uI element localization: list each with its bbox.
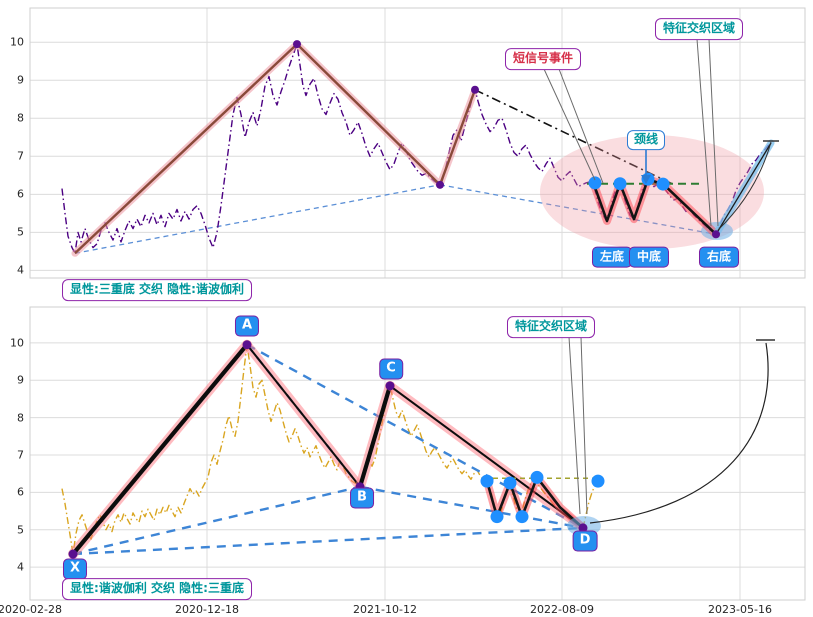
x-tick-label: 2020-12-18 xyxy=(175,603,239,616)
major-zigzag-glow xyxy=(71,40,479,257)
pivot-dot xyxy=(578,523,588,533)
projection-arc xyxy=(589,342,769,524)
pivot-dot xyxy=(293,40,301,49)
label-point-c: C xyxy=(379,358,403,380)
label-point-x: X xyxy=(62,558,88,580)
panel-border xyxy=(29,306,806,601)
neckline-arrow-head xyxy=(641,175,651,184)
y-tick-label: 5 xyxy=(17,523,24,537)
label-feature-zone: 特征交织区域 xyxy=(654,18,744,40)
swing-dot xyxy=(530,470,544,484)
signal-dashdot xyxy=(474,89,673,185)
swing-dot xyxy=(480,474,494,488)
pivot-dot xyxy=(242,340,252,350)
label-left-bottom: 左底 xyxy=(591,246,633,268)
short-signal-leader xyxy=(558,68,604,184)
y-tick-label: 8 xyxy=(17,111,24,125)
leg-CD xyxy=(389,385,584,529)
label-feature-zone: 特征交织区域 xyxy=(506,316,596,338)
major-zigzag xyxy=(74,42,477,255)
harmonic-dashed-line xyxy=(72,485,361,556)
feature-zone-leader xyxy=(708,38,719,227)
y-tick-label: 5 xyxy=(17,225,24,239)
y-tick-label: 6 xyxy=(17,187,24,201)
label-neckline: 颈线 xyxy=(626,130,666,150)
x-tick-label: 2020-02-28 xyxy=(0,603,62,616)
trend-dashed-right xyxy=(439,184,717,235)
short-signal-leader xyxy=(543,68,596,181)
pivot-dot xyxy=(436,180,444,189)
pivot-dot xyxy=(385,381,395,391)
x-tick-label: 2023-05-16 xyxy=(708,603,772,616)
label-point-a: A xyxy=(234,315,260,337)
swing-dot xyxy=(591,474,605,488)
swing-high-dot xyxy=(613,177,627,191)
y-tick-label: 9 xyxy=(17,73,24,87)
y-tick-label: 4 xyxy=(17,560,24,574)
pivot-dot xyxy=(68,549,78,559)
x-tick-label: 2022-08-09 xyxy=(530,603,594,616)
x-tick-label: 2021-10-12 xyxy=(353,603,417,616)
y-tick-label: 7 xyxy=(17,448,24,462)
harmonic-dashed-line xyxy=(359,485,584,530)
swing-high-dot xyxy=(588,176,602,190)
breakout-rise xyxy=(715,142,772,235)
label-right-bottom: 右底 xyxy=(698,246,740,268)
swing-dot xyxy=(490,510,504,524)
y-tick-label: 10 xyxy=(10,336,24,350)
feature-zone-leader xyxy=(568,336,581,515)
label-panel-caption: 显性:三重底 交织 隐性:谐波伽利 xyxy=(62,279,252,301)
pivot-dot xyxy=(471,85,479,94)
feature-zone-leader xyxy=(696,38,712,227)
label-panel-caption: 显性:谐波伽利 交织 隐性:三重底 xyxy=(62,578,252,600)
y-tick-label: 8 xyxy=(17,411,24,425)
label-point-b: B xyxy=(350,487,374,509)
swing-dot xyxy=(515,510,529,524)
y-tick-label: 10 xyxy=(10,35,24,49)
pivot-dot xyxy=(712,230,720,239)
rise-guide xyxy=(717,141,772,231)
swing-dot xyxy=(503,476,517,490)
price-series xyxy=(61,43,772,255)
leg-AB xyxy=(246,344,361,488)
swing-high-dot xyxy=(656,177,670,191)
y-tick-label: 9 xyxy=(17,373,24,387)
harmonic-dashed-line xyxy=(72,526,584,556)
y-tick-label: 4 xyxy=(17,263,24,277)
feature-zone-leader xyxy=(580,336,588,515)
panel-border xyxy=(29,7,806,279)
y-tick-label: 7 xyxy=(17,149,24,163)
trend-dashed-left xyxy=(74,184,441,254)
leg-BC xyxy=(357,385,393,488)
y-tick-label: 6 xyxy=(17,485,24,499)
label-point-d: D xyxy=(572,530,598,552)
leg-XA xyxy=(71,343,249,556)
label-middle-bottom: 中底 xyxy=(628,246,670,268)
label-short-signal: 短信号事件 xyxy=(504,48,582,70)
